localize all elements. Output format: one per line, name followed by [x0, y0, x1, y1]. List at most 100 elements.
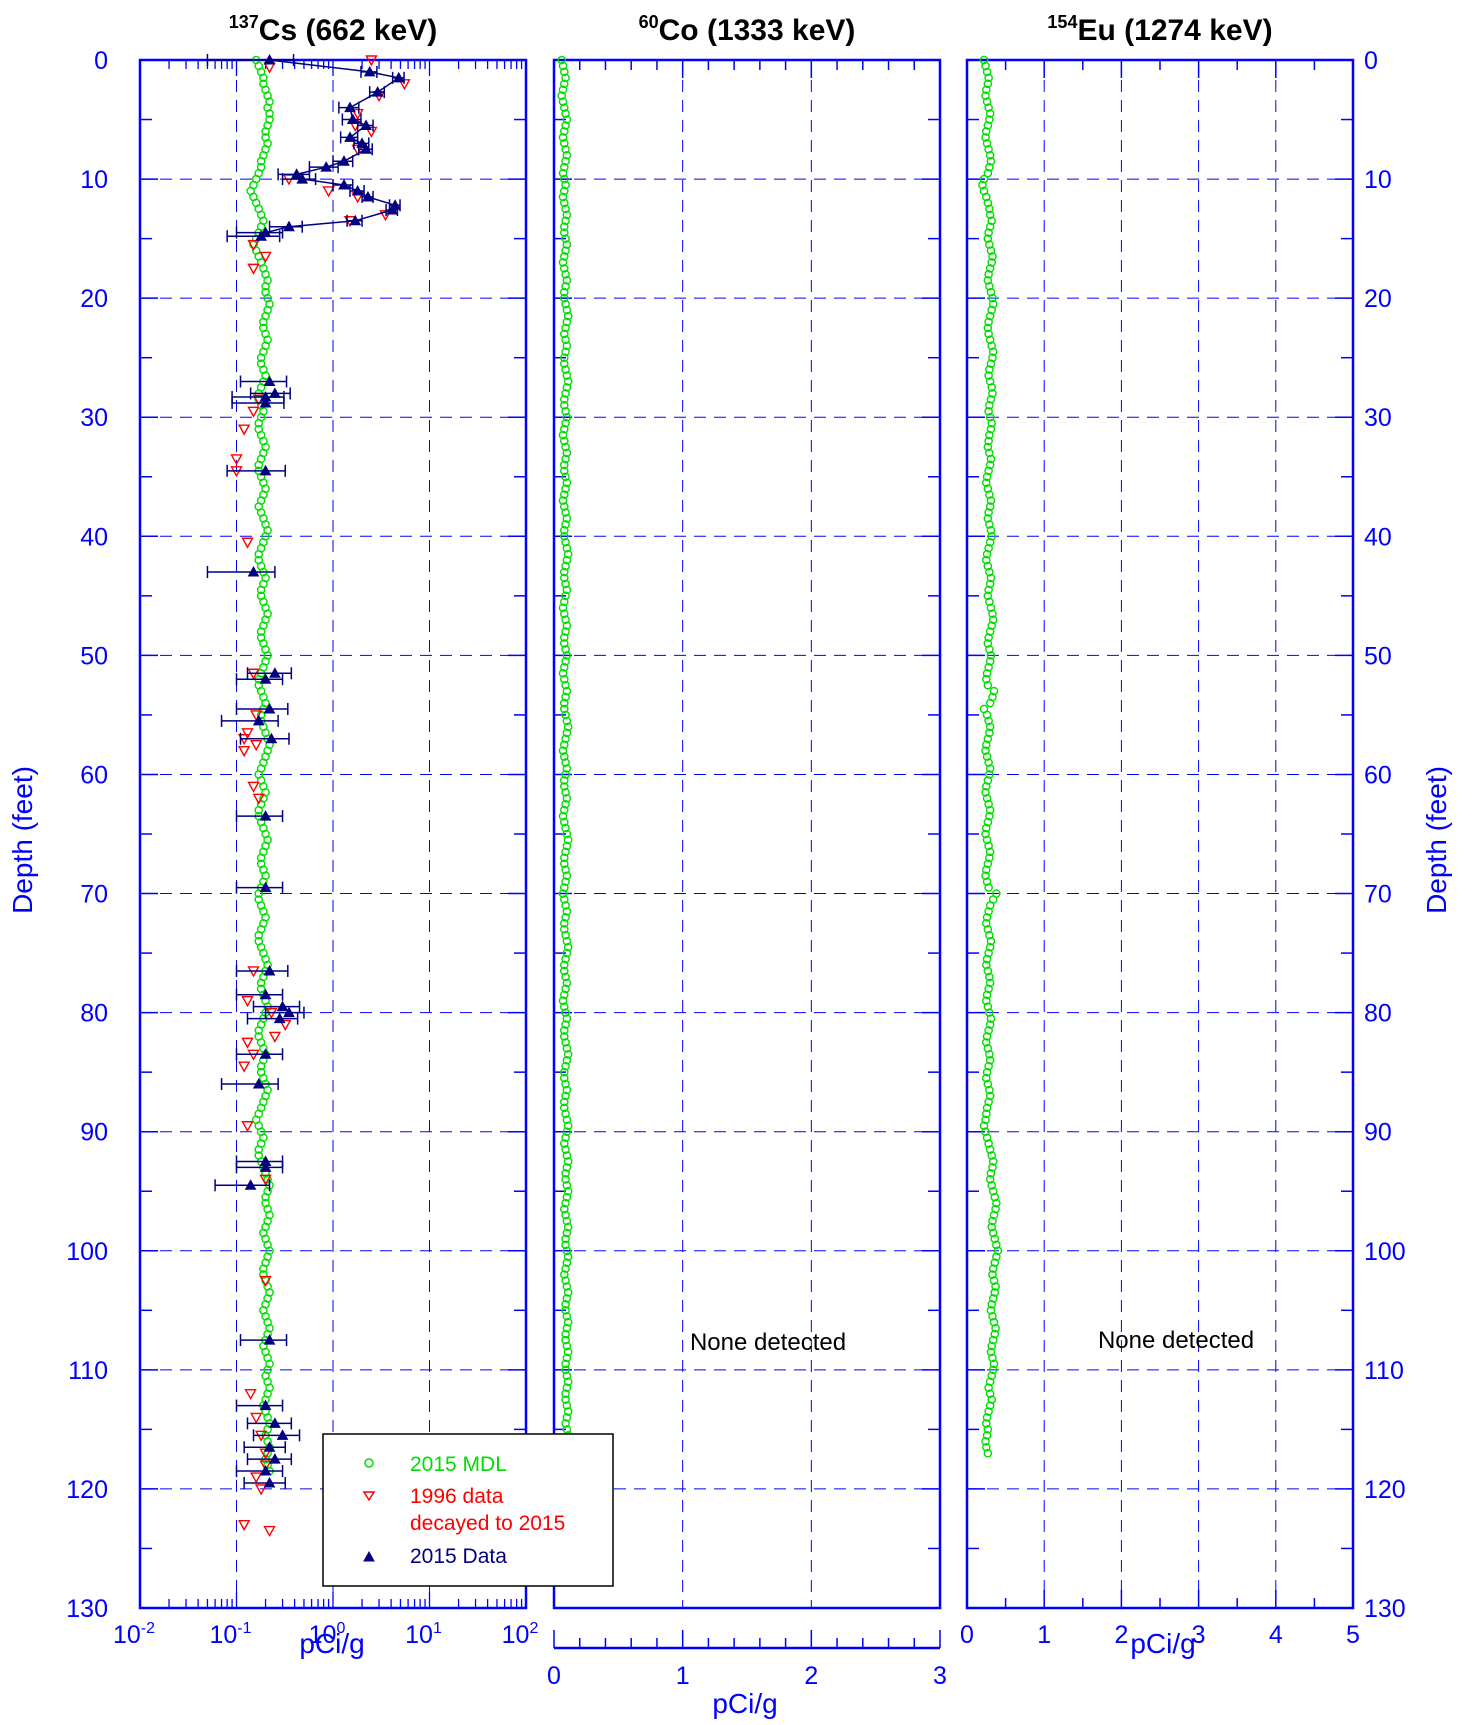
cs137-2015-line: [260, 59, 401, 237]
eu154-mdl-point: [985, 1091, 995, 1101]
co60-mdl-point: [561, 901, 570, 910]
co60-mdl-point: [561, 347, 570, 357]
eu154-mdl-point: [988, 615, 998, 624]
cs137-mdl-point: [256, 853, 266, 863]
co60-mdl-point: [561, 561, 570, 571]
co60-mdl-point: [561, 1365, 570, 1375]
cs137-2015-point: [259, 1399, 272, 1411]
eu154-mdl-point: [985, 728, 994, 738]
cs137-mdl-point: [263, 1240, 272, 1250]
cs137-mdl-point: [265, 1383, 274, 1393]
co60-mdl-point: [562, 240, 572, 249]
co60-mdl-point: [563, 1049, 573, 1059]
cs137-mdl-point: [265, 115, 274, 124]
co60-mdl-point: [559, 662, 569, 672]
eu154-mdl-point: [988, 1294, 998, 1303]
co60-mdl-point: [562, 716, 572, 726]
eu154-mdl-point: [983, 924, 993, 934]
eu154-mdl-point: [981, 1436, 990, 1446]
co60-mdl-point: [562, 1085, 572, 1095]
cs137-2015-point: [263, 1476, 276, 1488]
co60-mdl-point: [561, 1395, 570, 1404]
co60-mdl-point: [558, 811, 568, 821]
cs137-2015-point: [263, 964, 276, 976]
eu154-mdl-point: [983, 1002, 993, 1011]
eu154-mdl-point: [985, 222, 995, 232]
co60-mdl-point: [561, 204, 570, 214]
co60-mdl-point: [562, 621, 572, 630]
co60-mdl-point: [558, 430, 568, 440]
co60-mdl-point: [559, 1026, 569, 1035]
cs137-1996-point: [259, 1460, 272, 1472]
eu154-mdl-point: [986, 603, 996, 613]
cs137-2015-point: [356, 137, 368, 148]
co60-mdl-point: [562, 371, 572, 380]
co60-mdl-point: [563, 311, 573, 321]
cs137-1996-point: [365, 55, 378, 67]
panel-frames: [138, 58, 1355, 1610]
eu154-mdl-point: [986, 454, 996, 464]
co60-mdl-point: [559, 1002, 569, 1011]
co60-mdl-point: [561, 877, 570, 886]
cs137-1996-point: [250, 739, 263, 752]
eu154-mdl-point: [987, 1371, 997, 1381]
co60-mdl-point: [562, 1163, 572, 1172]
eu154-mdl-point: [985, 520, 994, 529]
cs137-mdl-point: [263, 1204, 272, 1214]
eu154-mdl-point: [985, 377, 995, 386]
cs137-mdl-point: [263, 1413, 272, 1422]
eu154-mdl-point: [982, 549, 992, 559]
co60-mdl-point: [559, 353, 569, 362]
co60-mdl-point: [562, 1413, 572, 1422]
cs137-2015-point: [255, 230, 267, 241]
co60-mdl-point: [561, 1038, 570, 1047]
eu154-mdl-point: [984, 1139, 993, 1148]
eu154-mdl-point: [986, 1169, 996, 1178]
co60-mdl-point: [561, 627, 570, 636]
cs137-mdl-point: [263, 103, 272, 112]
left-y-tick-label: 0: [94, 47, 108, 75]
co60-mdl-point: [561, 1169, 570, 1178]
left-y-tick-label: 110: [68, 1357, 108, 1385]
cs137-mdl-point: [263, 293, 272, 303]
eu154-mdl-point: [981, 91, 990, 101]
co60-mdl-point: [561, 537, 570, 547]
eu154-mdl-point: [984, 633, 993, 642]
eu154-mdl-point: [984, 270, 993, 279]
co60-mdl-point: [562, 1014, 572, 1023]
cs137-mdl-point: [265, 1210, 274, 1220]
eu154-mdl-point: [985, 579, 995, 589]
eu154-mdl-point: [987, 258, 997, 267]
cs137-2015-point: [259, 673, 272, 684]
eu154-mdl-point: [983, 817, 993, 827]
eu154-mdl-point: [992, 1252, 1001, 1262]
co60-mdl-point: [562, 1371, 572, 1381]
co60-mdl-point: [562, 275, 572, 285]
eu154-mdl-point: [987, 305, 997, 315]
cs137-2015-point: [263, 702, 276, 714]
co60-mdl-point: [562, 383, 572, 392]
eu154-mdl-point: [985, 1389, 995, 1398]
eu154-mdl-point: [979, 174, 989, 184]
eu154-mdl-point: [983, 734, 993, 744]
co60-mdl-point: [561, 299, 570, 309]
co60-mdl-point: [562, 1383, 572, 1393]
eu154-mdl-point: [987, 383, 997, 392]
legend-2015-label: 2015 Data: [410, 1545, 507, 1568]
co60-title: 60Co (1333 keV): [639, 12, 856, 47]
co60-mdl-point: [561, 615, 570, 624]
cs137-1996-point: [237, 1519, 251, 1532]
eu154-mdl-point: [985, 627, 995, 636]
eu154-mdl-point: [982, 1073, 991, 1083]
eu154-mdl-point: [988, 252, 997, 261]
co60-mdl-point: [559, 1032, 569, 1041]
eu154-x-tick-label: 1: [1037, 1621, 1051, 1649]
cs137-1996-point: [351, 108, 364, 121]
eu154-mdl-point: [986, 936, 996, 946]
cs137-mdl-point: [254, 418, 264, 428]
co60-mdl-point: [562, 1115, 572, 1125]
co60-mdl-point: [558, 61, 568, 71]
co60-mdl-point: [559, 960, 569, 970]
cs137-2015-point: [273, 1012, 286, 1024]
eu154-mdl-point: [982, 865, 991, 875]
